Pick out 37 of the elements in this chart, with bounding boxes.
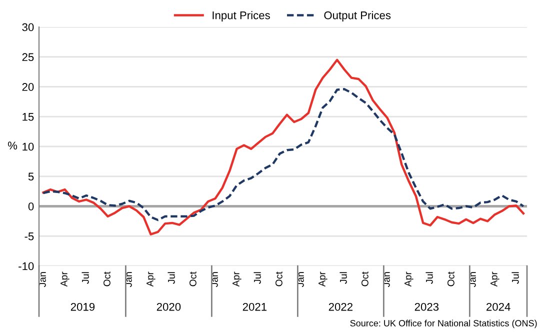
x-tick-label: Jul [168, 272, 175, 284]
y-axis-title: % [8, 142, 18, 150]
x-tick-label: Apr [60, 272, 70, 287]
text: 2020 [156, 302, 181, 311]
x-tick-label: Oct [361, 272, 368, 286]
x-tick-label: Apr [318, 272, 328, 287]
text: 2022 [328, 302, 352, 311]
source-note: Source: UK Office for National Statistics (ONS) [350, 320, 537, 328]
y-tick-label: 10 [22, 142, 34, 151]
y-tick-label: 25 [22, 53, 34, 62]
y-tick-label: -5 [24, 232, 34, 240]
x-tick-label: Oct [447, 272, 454, 286]
x-tick-label: Oct [276, 272, 282, 286]
x-tick-label: Jul [254, 272, 261, 284]
y-tick-label: 20 [22, 83, 34, 91]
x-tick-label: Apr [490, 272, 500, 287]
y-tick-label: 30 [22, 23, 34, 32]
x-tick-label: Jan [39, 272, 46, 288]
x-tick-label: Jul [512, 272, 519, 284]
y-tick-label: 5 [28, 172, 34, 181]
y-tick-label: 15 [22, 113, 34, 121]
x-tick-label: Jul [340, 272, 347, 284]
text: 2019 [70, 302, 95, 311]
y-tick-label: 0 [28, 202, 34, 210]
y-tick-label: -10 [18, 262, 34, 270]
text: 2021 [242, 302, 267, 311]
text: 2023 [414, 302, 439, 311]
text: 2024 [486, 302, 510, 311]
legend-label: Output Prices [324, 11, 391, 22]
x-tick-label: Oct [190, 272, 196, 286]
legend-label: Input Prices [212, 11, 270, 22]
x-tick-label: Apr [146, 272, 156, 287]
x-tick-label: Apr [232, 272, 242, 287]
x-tick-label: Apr [404, 272, 414, 287]
x-tick-label: Jul [82, 272, 89, 284]
x-tick-label: Oct [104, 272, 110, 286]
x-tick-label: Jul [426, 272, 433, 284]
